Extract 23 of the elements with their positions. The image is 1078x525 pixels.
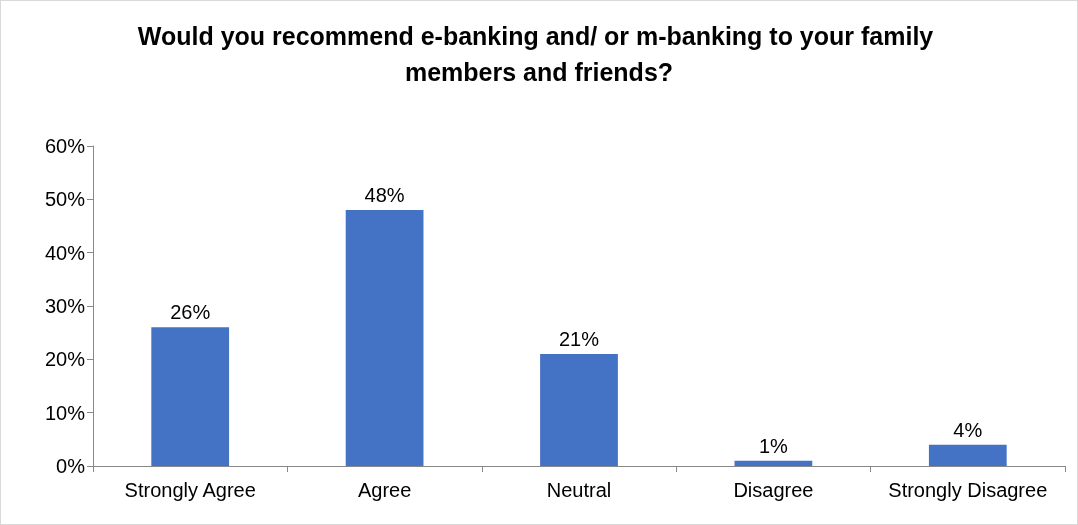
y-tick-label: 0% [56, 455, 86, 477]
x-tick-label: Strongly Agree [124, 479, 256, 501]
x-tick-label: Neutral [546, 479, 612, 501]
data-label: 1% [758, 434, 789, 457]
chart-title: Would you recommend e-banking and/ or m-banking to your family members and friends? [137, 22, 941, 86]
data-label: 21% [558, 328, 600, 350]
y-tick-label: 50% [44, 188, 86, 211]
y-tick-label: 20% [44, 348, 86, 371]
data-label: 48% [364, 184, 405, 206]
y-tick-label: 60% [44, 135, 86, 157]
data-label: 26% [170, 301, 211, 324]
y-tick-label: 30% [44, 295, 86, 317]
data-label: 4% [953, 418, 983, 441]
x-tick-label: Disagree [733, 479, 814, 501]
bar [928, 444, 1007, 466]
bar [734, 460, 813, 466]
x-tick-label: Strongly Disagree [888, 479, 1048, 501]
bar [540, 354, 618, 466]
y-tick-label: 40% [44, 241, 86, 264]
bar [151, 327, 230, 466]
y-tick-label: 10% [44, 401, 86, 424]
x-tick-label: Agree [357, 479, 412, 501]
bar [345, 210, 424, 466]
